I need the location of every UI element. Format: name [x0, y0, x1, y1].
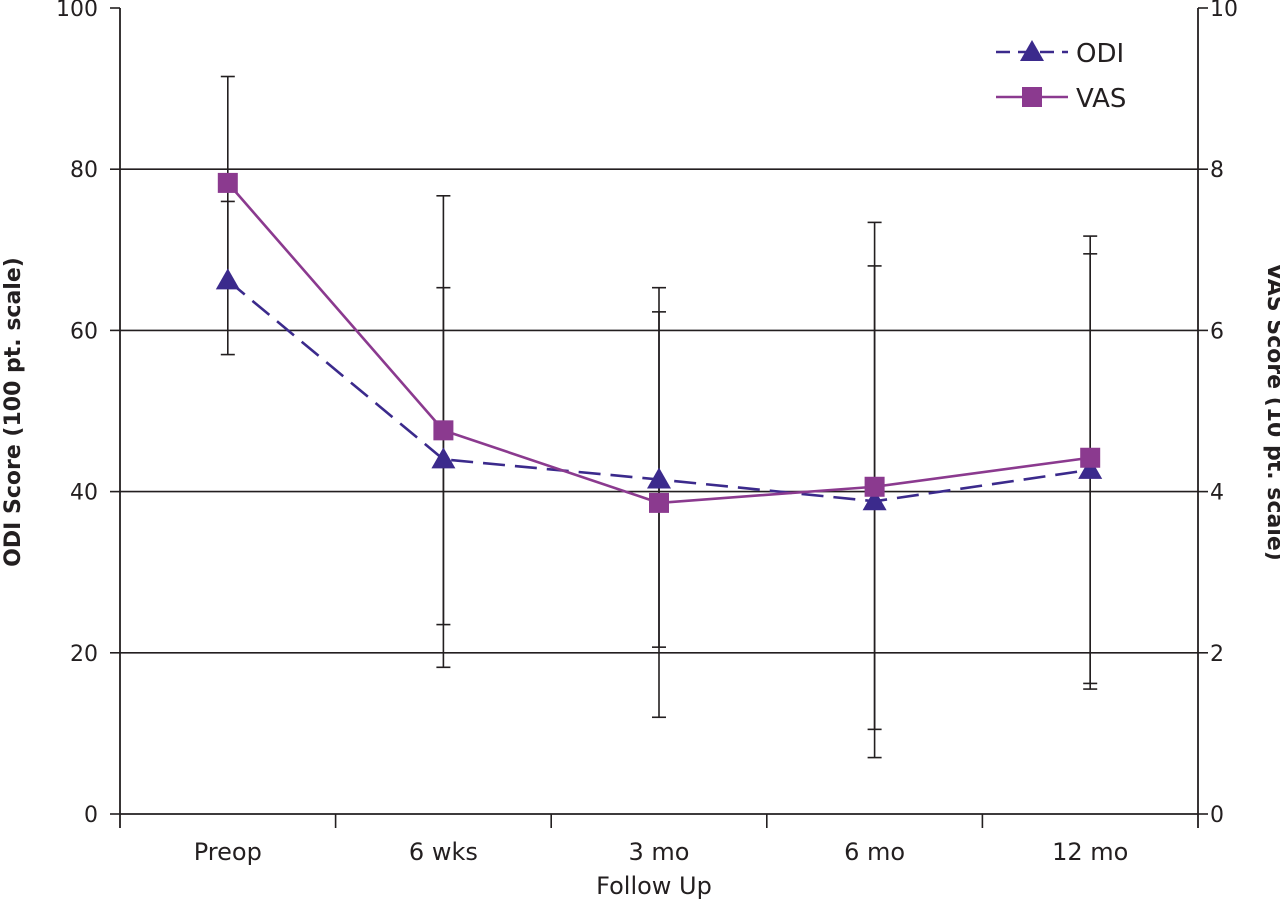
x-tick-label: 6 wks [409, 838, 478, 866]
series-group [215, 172, 1103, 513]
y-tick-label-left: 100 [56, 0, 98, 22]
y-tick-label-left: 20 [70, 642, 98, 667]
data-point-odi [215, 268, 240, 290]
axes [110, 7, 1208, 828]
y-axis-title-left: ODI Score (100 pt. scale) [1, 257, 26, 567]
error-bars [220, 75, 1098, 759]
data-point-odi [1078, 457, 1103, 479]
x-tick-label: 3 mo [629, 838, 690, 866]
y-tick-label-right: 4 [1210, 481, 1224, 506]
legend-label-odi: ODI [1076, 39, 1124, 69]
y-axis-title-right: VAS Score (10 pt. scale) [1262, 263, 1280, 561]
data-point-odi [431, 447, 456, 469]
y-tick-label-left: 60 [70, 319, 98, 344]
y-tick-label-right: 2 [1210, 642, 1224, 667]
y-tick-label-left: 40 [70, 481, 98, 506]
legend-marker-vas [1022, 87, 1042, 107]
y-tick-label-left: 0 [84, 803, 98, 828]
data-point-vas [433, 420, 454, 441]
tick-labels: 0 20 40 60 80 100 0 2 4 6 8 10 Preop 6 wks 3 mo 6 mo 12 … [56, 0, 1238, 866]
x-tick-label: 6 mo [844, 838, 905, 866]
y-tick-label-left: 80 [70, 158, 98, 183]
y-tick-label-right: 6 [1210, 319, 1224, 344]
y-tick-label-right: 8 [1210, 158, 1224, 183]
x-tick-label: 12 mo [1052, 838, 1128, 866]
legend-marker-odi [1020, 40, 1044, 61]
data-point-vas [1080, 447, 1101, 468]
legend: ODI VAS [996, 39, 1126, 114]
data-point-odi [862, 489, 887, 511]
data-point-vas [649, 492, 669, 513]
legend-label-vas: VAS [1076, 84, 1126, 114]
data-point-vas [864, 476, 885, 497]
x-axis-title: Follow Up [596, 872, 712, 900]
y-tick-label-right: 10 [1210, 0, 1238, 22]
data-point-vas [217, 172, 238, 193]
x-tick-label: Preop [194, 838, 262, 866]
data-point-odi [647, 467, 671, 489]
y-tick-label-right: 0 [1210, 803, 1224, 828]
